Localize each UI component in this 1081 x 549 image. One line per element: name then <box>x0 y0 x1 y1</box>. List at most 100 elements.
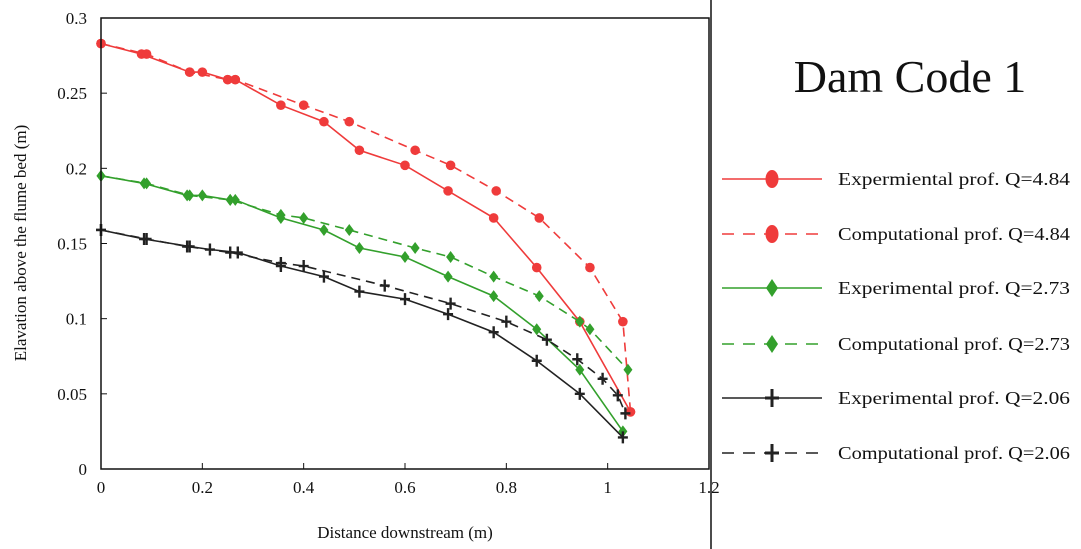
data-point <box>489 270 499 283</box>
data-point <box>625 407 636 417</box>
data-point <box>318 270 329 283</box>
legend-item: Experimental prof. Q=2.06 <box>722 388 1070 408</box>
y-tick-labels: 0 0.05 0.1 0.15 0.2 0.25 0.3 <box>57 9 87 479</box>
data-point <box>488 326 499 339</box>
legend-label: Experimental prof. Q=2.73 <box>838 278 1070 298</box>
data-point <box>618 316 628 327</box>
y-tick-label: 0.05 <box>57 385 87 404</box>
data-point <box>446 251 456 264</box>
legend-label: Experimental prof. Q=2.06 <box>838 388 1070 408</box>
data-point <box>142 177 152 190</box>
x-tick-label: 0.4 <box>293 478 315 497</box>
legend-item: Computational prof. Q=2.06 <box>722 443 1070 463</box>
data-point <box>141 232 152 245</box>
legend-marker <box>765 444 779 462</box>
data-point <box>443 270 453 283</box>
data-point <box>344 223 354 236</box>
legend-title: Dam Code 1 <box>794 51 1027 102</box>
data-point <box>410 145 420 156</box>
x-tick-labels: 0 0.2 0.4 0.6 0.8 1 1.2 <box>97 478 720 497</box>
data-point <box>617 431 628 444</box>
data-point <box>319 116 329 127</box>
legend-label: Expermiental prof. Q=4.84 <box>838 169 1070 189</box>
data-point <box>298 100 309 110</box>
plot-series-layer <box>96 38 636 444</box>
series-1 <box>96 38 636 417</box>
x-tick-label: 1 <box>603 478 612 497</box>
legend-item: Computational prof. Q=2.73 <box>722 334 1070 354</box>
data-point <box>585 323 595 336</box>
data-point <box>575 315 585 328</box>
x-tick-label: 0.6 <box>394 478 415 497</box>
data-point <box>230 193 240 206</box>
y-tick-label: 0.1 <box>66 310 87 329</box>
data-point <box>276 100 286 110</box>
legend-label: Computational prof. Q=4.84 <box>838 224 1070 244</box>
data-point <box>230 74 241 85</box>
legend-marker <box>765 389 779 407</box>
legend-label: Computational prof. Q=2.73 <box>838 334 1070 354</box>
x-tick-label: 0 <box>97 478 106 497</box>
data-point <box>400 293 410 306</box>
legend: Expermiental prof. Q=4.84 Computational p… <box>722 169 1070 463</box>
x-tick-label: 1.2 <box>698 478 719 497</box>
data-point <box>443 308 454 321</box>
data-point <box>319 223 329 236</box>
data-point <box>299 211 309 224</box>
data-point <box>572 353 583 366</box>
y-tick-label: 0.2 <box>66 159 87 178</box>
y-tick-label: 0 <box>79 460 88 479</box>
data-point <box>501 315 512 328</box>
y-tick-label: 0.3 <box>66 9 87 28</box>
data-point <box>225 193 235 206</box>
series-3 <box>96 169 633 376</box>
series-line <box>100 42 632 412</box>
data-point <box>354 145 365 156</box>
data-point <box>623 363 633 376</box>
series-line <box>100 229 627 414</box>
axis-ticks <box>100 17 710 470</box>
data-point <box>182 240 193 253</box>
data-point <box>275 257 286 270</box>
data-point <box>534 213 545 223</box>
y-axis-title: Elavation above the flume bed (m) <box>11 125 30 362</box>
legend-marker <box>766 335 778 353</box>
data-point <box>354 285 365 298</box>
data-point <box>225 246 236 259</box>
x-axis-title: Distance downstream (m) <box>317 523 493 542</box>
data-point <box>410 242 420 255</box>
data-point <box>575 363 585 376</box>
series-line <box>100 175 629 371</box>
legend-marker <box>765 170 779 188</box>
data-point <box>379 279 390 292</box>
x-tick-label: 0.2 <box>192 478 213 497</box>
data-point <box>574 387 585 400</box>
data-point <box>298 260 309 273</box>
data-point <box>445 160 456 171</box>
data-point <box>222 74 233 85</box>
data-point <box>445 297 456 310</box>
data-point <box>185 189 195 202</box>
data-point <box>184 67 195 77</box>
legend-marker <box>765 225 779 243</box>
data-point <box>400 160 410 171</box>
data-point <box>491 186 502 196</box>
data-point <box>488 213 499 223</box>
data-point <box>489 290 499 303</box>
data-point <box>344 116 355 127</box>
legend-item: Expermiental prof. Q=4.84 <box>722 169 1070 189</box>
data-point <box>620 407 631 420</box>
y-tick-label: 0.25 <box>57 84 87 103</box>
data-point <box>197 189 207 202</box>
data-point <box>585 262 595 273</box>
series-5 <box>96 223 631 420</box>
legend-marker <box>766 279 778 297</box>
x-tick-label: 0.8 <box>496 478 517 497</box>
data-point <box>531 262 542 273</box>
data-point <box>276 208 286 221</box>
data-point <box>597 372 608 385</box>
data-point <box>354 242 364 255</box>
data-point <box>541 333 552 346</box>
